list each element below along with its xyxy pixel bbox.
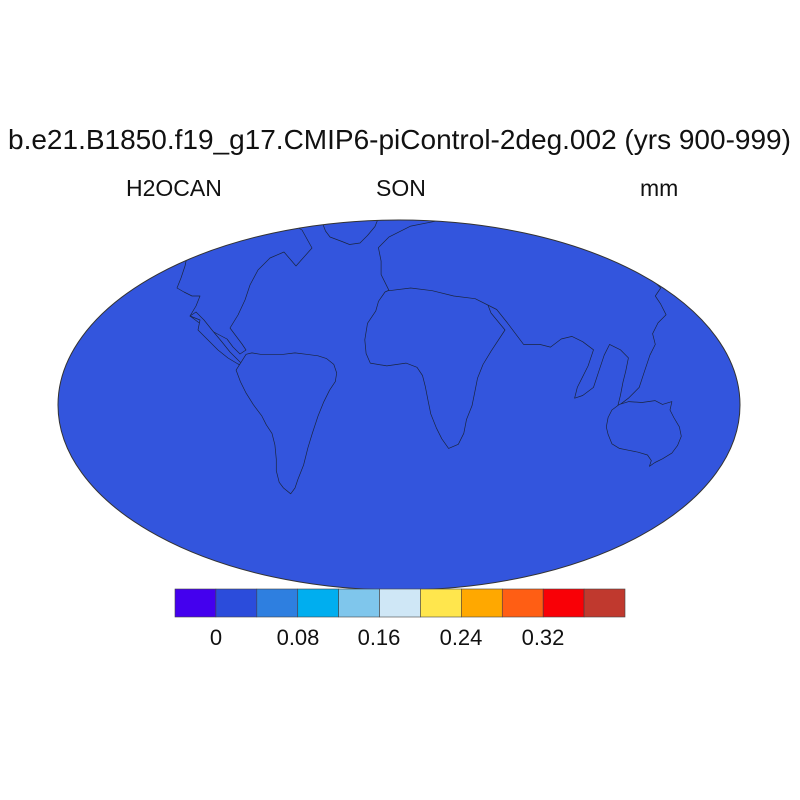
svg-text:mm: mm xyxy=(640,175,678,201)
svg-text:0.16: 0.16 xyxy=(358,625,401,650)
svg-text:SON: SON xyxy=(376,175,426,201)
svg-text:b.e21.B1850.f19_g17.CMIP6-piCo: b.e21.B1850.f19_g17.CMIP6-piControl-2deg… xyxy=(8,124,791,155)
svg-text:0.24: 0.24 xyxy=(440,625,483,650)
svg-text:H2OCAN: H2OCAN xyxy=(126,175,222,201)
svg-text:0.08: 0.08 xyxy=(277,625,320,650)
svg-text:0: 0 xyxy=(210,625,222,650)
svg-text:0.32: 0.32 xyxy=(522,625,565,650)
